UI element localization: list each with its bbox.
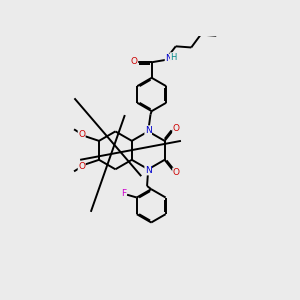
Text: O: O — [78, 162, 85, 171]
Text: O: O — [78, 130, 85, 139]
Text: N: N — [145, 166, 152, 175]
Text: O: O — [131, 57, 138, 66]
Text: N: N — [165, 54, 172, 63]
Text: N: N — [145, 126, 152, 135]
Text: F: F — [121, 189, 126, 198]
Text: H: H — [170, 53, 177, 62]
Text: O: O — [173, 168, 180, 177]
Text: O: O — [173, 124, 180, 133]
